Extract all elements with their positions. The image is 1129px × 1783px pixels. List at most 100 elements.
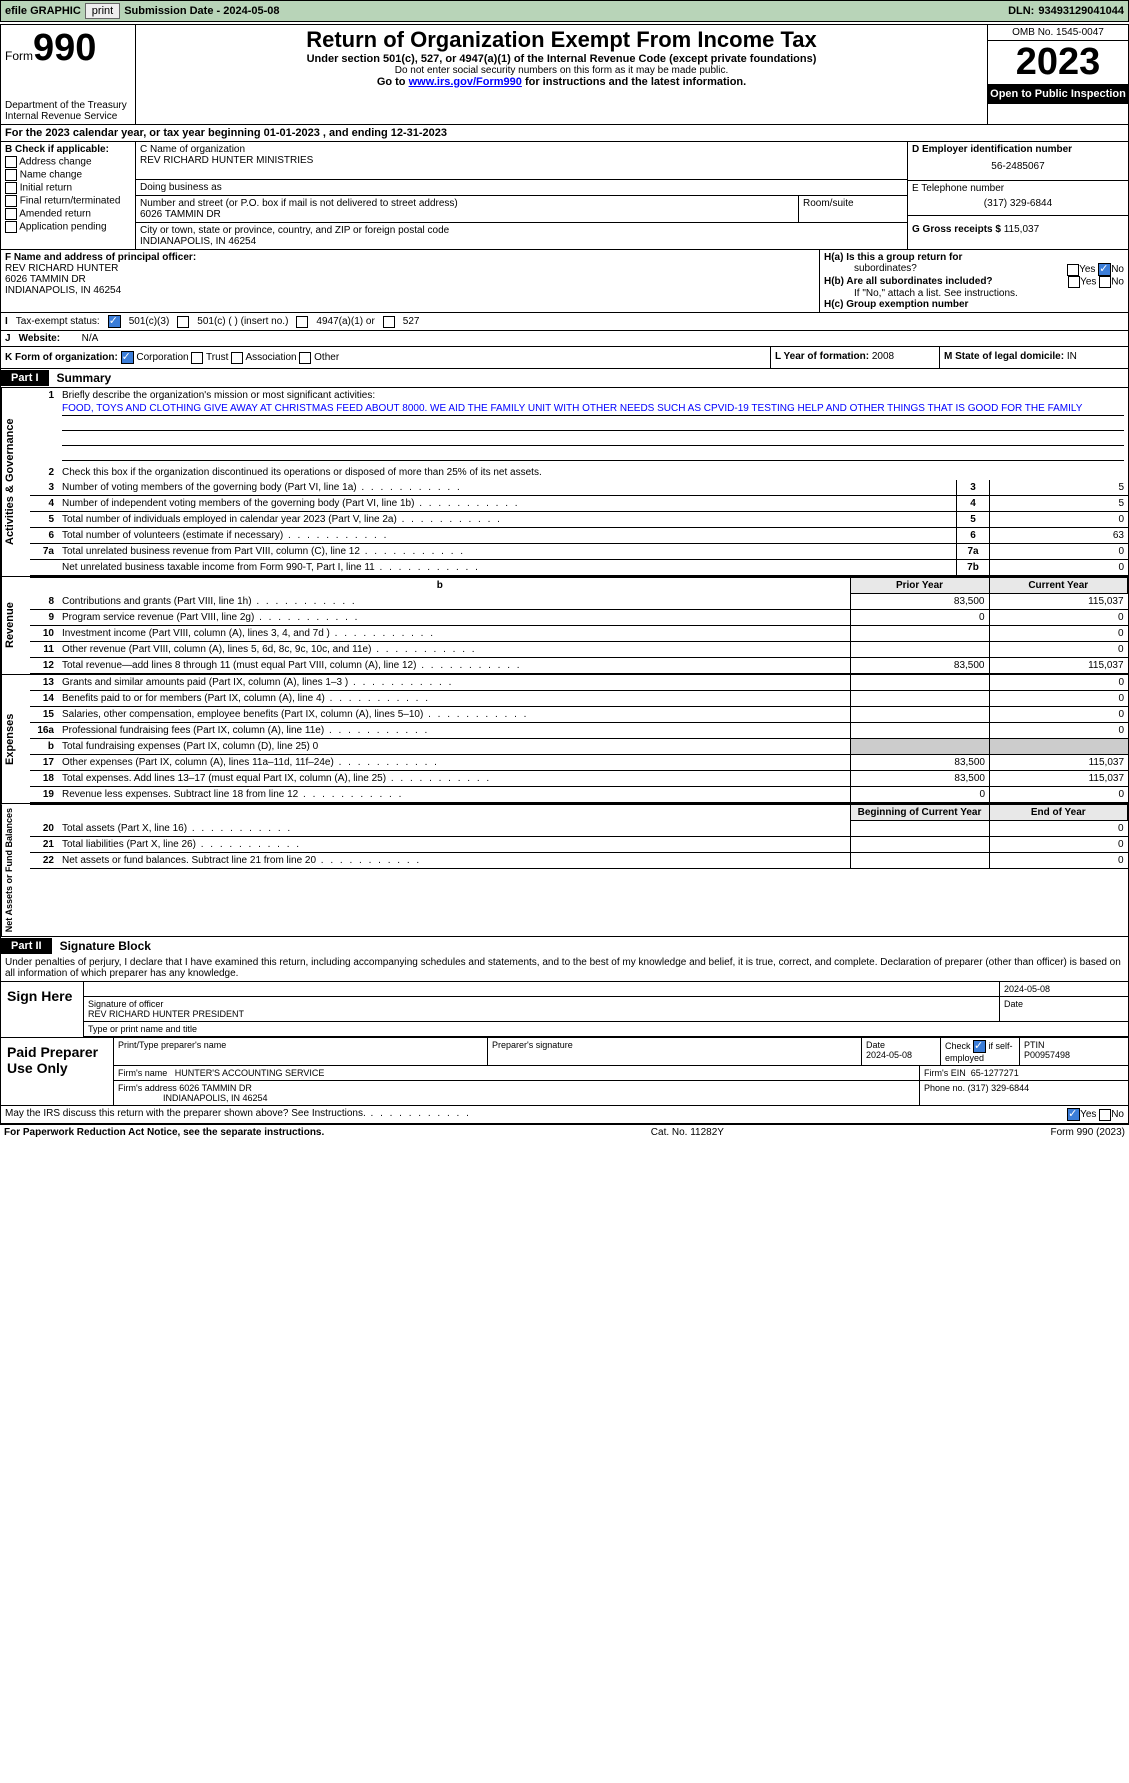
mission-text: FOOD, TOYS AND CLOTHING GIVE AWAY AT CHR…	[62, 403, 1124, 416]
sign-here-label: Sign Here	[1, 982, 84, 1037]
chk-amended[interactable]	[5, 208, 17, 220]
firm-ein: 65-1277271	[971, 1068, 1019, 1078]
paperwork-notice: For Paperwork Reduction Act Notice, see …	[4, 1127, 324, 1138]
ptin-value: P00957498	[1024, 1050, 1070, 1060]
prep-date: 2024-05-08	[866, 1050, 912, 1060]
chk-pending[interactable]	[5, 221, 17, 233]
form-title: Return of Organization Exempt From Incom…	[144, 27, 979, 53]
discuss-yes[interactable]	[1067, 1108, 1080, 1121]
e-phone-label: E Telephone number	[912, 183, 1004, 194]
date-label: Date	[999, 997, 1128, 1022]
part2-label: Part II	[1, 938, 52, 954]
form-subtitle: Under section 501(c), 527, or 4947(a)(1)…	[144, 53, 979, 65]
chk-self-employed[interactable]	[973, 1040, 986, 1053]
type-name-label: Type or print name and title	[84, 1022, 1128, 1037]
j-label: Website:	[19, 333, 61, 344]
website-value: N/A	[82, 333, 99, 344]
chk-address[interactable]	[5, 156, 17, 168]
firm-name: HUNTER'S ACCOUNTING SERVICE	[175, 1068, 325, 1078]
l1-label: Briefly describe the organization's miss…	[62, 390, 375, 401]
part1-name: Summary	[49, 369, 120, 387]
declaration: Under penalties of perjury, I declare th…	[1, 955, 1128, 981]
d-ein-label: D Employer identification number	[912, 144, 1072, 155]
goto-suffix: for instructions and the latest informat…	[522, 76, 746, 88]
chk-501c[interactable]	[177, 316, 189, 328]
tab-netassets: Net Assets or Fund Balances	[1, 804, 30, 936]
form-number: 990	[33, 27, 96, 69]
officer-name: REV RICHARD HUNTER	[5, 263, 118, 274]
form-footer: Form 990 (2023)	[1051, 1127, 1125, 1138]
phone-value: (317) 329-6844	[912, 194, 1124, 213]
public-inspection: Open to Public Inspection	[988, 84, 1128, 104]
org-name: REV RICHARD HUNTER MINISTRIES	[140, 155, 313, 166]
officer-addr: 6026 TAMMIN DR	[5, 274, 86, 285]
discuss-label: May the IRS discuss this return with the…	[5, 1108, 471, 1121]
hb-no[interactable]	[1099, 276, 1111, 288]
prep-sig-label: Preparer's signature	[488, 1038, 862, 1066]
m-label: M State of legal domicile:	[944, 351, 1064, 362]
firm-phone: (317) 329-6844	[968, 1083, 1030, 1093]
ein-value: 56-2485067	[912, 155, 1124, 178]
tax-year: 2023	[988, 41, 1128, 84]
gross-receipts: 115,037	[1004, 224, 1039, 235]
row-a-period: For the 2023 calendar year, or tax year …	[1, 124, 1128, 141]
irs-label: Internal Revenue Service	[5, 111, 131, 122]
sign-date: 2024-05-08	[999, 982, 1128, 997]
addr-label: Number and street (or P.O. box if mail i…	[140, 198, 458, 209]
dept-treasury: Department of the Treasury	[5, 100, 131, 111]
chk-assoc[interactable]	[231, 352, 243, 364]
irs-link[interactable]: www.irs.gov/Form990	[409, 76, 522, 88]
form-label: Form	[5, 49, 33, 63]
submission-date: Submission Date - 2024-05-08	[124, 5, 279, 17]
g-receipts-label: G Gross receipts $	[912, 224, 1001, 235]
f-officer-label: F Name and address of principal officer:	[5, 252, 196, 263]
tab-governance: Activities & Governance	[1, 388, 30, 576]
chk-other[interactable]	[299, 352, 311, 364]
officer-sig-name: REV RICHARD HUNTER PRESIDENT	[88, 1009, 244, 1019]
part2-name: Signature Block	[52, 937, 159, 955]
city-label: City or town, state or province, country…	[140, 225, 449, 236]
state-domicile: IN	[1067, 351, 1077, 362]
ssn-note: Do not enter social security numbers on …	[144, 65, 979, 76]
c-name-label: C Name of organization	[140, 144, 245, 155]
discuss-no[interactable]	[1099, 1109, 1111, 1121]
b-label: B Check if applicable:	[5, 144, 109, 155]
prep-name-label: Print/Type preparer's name	[114, 1038, 488, 1066]
chk-527[interactable]	[383, 316, 395, 328]
chk-initial[interactable]	[5, 182, 17, 194]
firm-city: INDIANAPOLIS, IN 46254	[163, 1093, 268, 1103]
chk-4947[interactable]	[296, 316, 308, 328]
chk-final[interactable]	[5, 195, 17, 207]
chk-corp[interactable]	[121, 351, 134, 364]
omb-number: OMB No. 1545-0047	[988, 25, 1128, 41]
cat-no: Cat. No. 11282Y	[651, 1127, 724, 1138]
efile-label: efile GRAPHIC	[5, 5, 81, 17]
ha-no[interactable]	[1098, 263, 1111, 276]
firm-addr: 6026 TAMMIN DR	[179, 1083, 252, 1093]
tab-expenses: Expenses	[1, 675, 30, 803]
k-label: K Form of organization:	[5, 352, 118, 363]
hb-label: H(b) Are all subordinates included?	[824, 276, 993, 288]
ha-yes[interactable]	[1067, 264, 1079, 276]
dba-label: Doing business as	[136, 180, 907, 196]
l-label: L Year of formation:	[775, 351, 869, 362]
hb-yes[interactable]	[1068, 276, 1080, 288]
col-b-checkboxes: B Check if applicable: Address change Na…	[1, 142, 136, 249]
chk-trust[interactable]	[191, 352, 203, 364]
year-formation: 2008	[872, 351, 894, 362]
city-state-zip: INDIANAPOLIS, IN 46254	[140, 236, 256, 247]
chk-name[interactable]	[5, 169, 17, 181]
street-address: 6026 TAMMIN DR	[140, 209, 221, 220]
efile-header: efile GRAPHIC print Submission Date - 20…	[0, 0, 1129, 22]
i-label: Tax-exempt status:	[16, 316, 100, 327]
tab-revenue: Revenue	[1, 577, 30, 674]
dln-label: DLN:	[1008, 5, 1034, 17]
print-button[interactable]: print	[85, 3, 120, 19]
hb-note: If "No," attach a list. See instructions…	[824, 288, 1124, 299]
goto-label: Go to	[377, 76, 409, 88]
chk-501c3[interactable]	[108, 315, 121, 328]
part1-label: Part I	[1, 370, 49, 386]
hc-label: H(c) Group exemption number	[824, 299, 968, 310]
room-label: Room/suite	[799, 196, 907, 223]
ha-label: H(a) Is this a group return for	[824, 252, 962, 263]
